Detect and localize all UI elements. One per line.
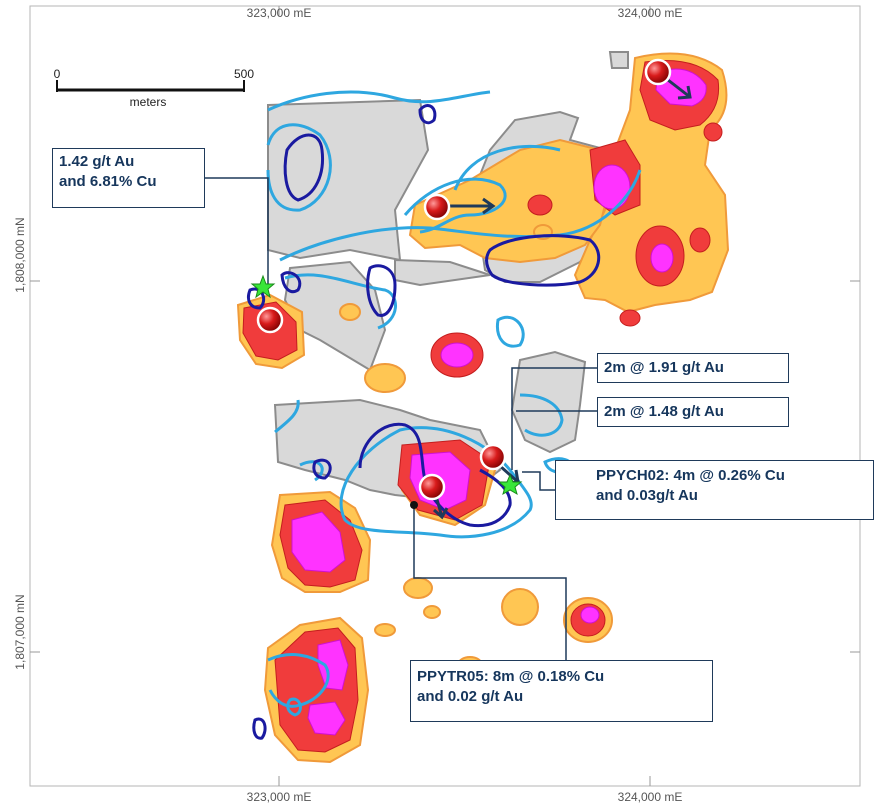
sample-pit-markers bbox=[256, 58, 672, 501]
map-frame bbox=[29, 5, 861, 787]
star-icon-northwest bbox=[250, 274, 276, 299]
callout-ppych02-line1: PPYCH02: 4m @ 0.26% Cu bbox=[596, 467, 785, 484]
scale-bar: 0 500 meters bbox=[54, 67, 255, 109]
easting-top-label-324000: 324,000 mE bbox=[618, 6, 683, 20]
green-star-markers bbox=[250, 274, 523, 496]
contour-light-blue bbox=[266, 90, 642, 717]
arrow-icon-central-north bbox=[448, 197, 496, 215]
arrow-icon-ne-pit bbox=[667, 78, 692, 100]
callout-trench-b: 2m @ 1.48 g/t Au bbox=[597, 397, 789, 427]
callout-ppytr05-line2: and 0.02 g/t Au bbox=[417, 688, 524, 705]
callout-trench-b-line1: 2m @ 1.48 g/t Au bbox=[604, 403, 724, 420]
leader-lines bbox=[204, 177, 598, 660]
easting-bottom-label-323000: 323,000 mE bbox=[247, 790, 312, 804]
arrow-icon-central-south bbox=[433, 495, 449, 520]
callout-trench-a: 2m @ 1.91 g/t Au bbox=[597, 353, 789, 383]
star-icon-east bbox=[497, 473, 523, 496]
pit-marker-northwest bbox=[256, 306, 284, 334]
pit-marker-east bbox=[479, 443, 507, 471]
callout-ppych02: PPYCH02: 4m @ 0.26% Cu and 0.03g/t Au bbox=[555, 460, 874, 520]
sample-point-dot bbox=[410, 501, 418, 509]
callout-trench-a-line1: 2m @ 1.91 g/t Au bbox=[604, 359, 724, 376]
scale-unit-label: meters bbox=[130, 95, 167, 109]
callout-northwest-line1: 1.42 g/t Au bbox=[59, 153, 135, 170]
callout-ppytr05: PPYTR05: 8m @ 0.18% Cu and 0.02 g/t Au bbox=[410, 660, 713, 722]
grid-ticks bbox=[30, 6, 860, 786]
northing-label-1807000: 1,807,000 mN bbox=[13, 594, 27, 669]
scale-start-label: 0 bbox=[54, 67, 61, 81]
pit-marker-central-south bbox=[418, 473, 446, 501]
scale-end-label: 500 bbox=[234, 67, 254, 81]
callout-northwest-sample: 1.42 g/t Au and 6.81% Cu bbox=[52, 148, 205, 208]
northing-label-1808000: 1,808,000 mN bbox=[13, 217, 27, 292]
pit-marker-northeast bbox=[644, 58, 672, 86]
easting-top-label-323000: 323,000 mE bbox=[247, 6, 312, 20]
easting-bottom-label-324000: 324,000 mE bbox=[618, 790, 683, 804]
pit-marker-central-north bbox=[423, 193, 451, 221]
callout-ppych02-line2: and 0.03g/t Au bbox=[596, 487, 698, 504]
callout-northwest-line2: and 6.81% Cu bbox=[59, 173, 157, 190]
callout-ppytr05-line1: PPYTR05: 8m @ 0.18% Cu bbox=[417, 668, 605, 685]
